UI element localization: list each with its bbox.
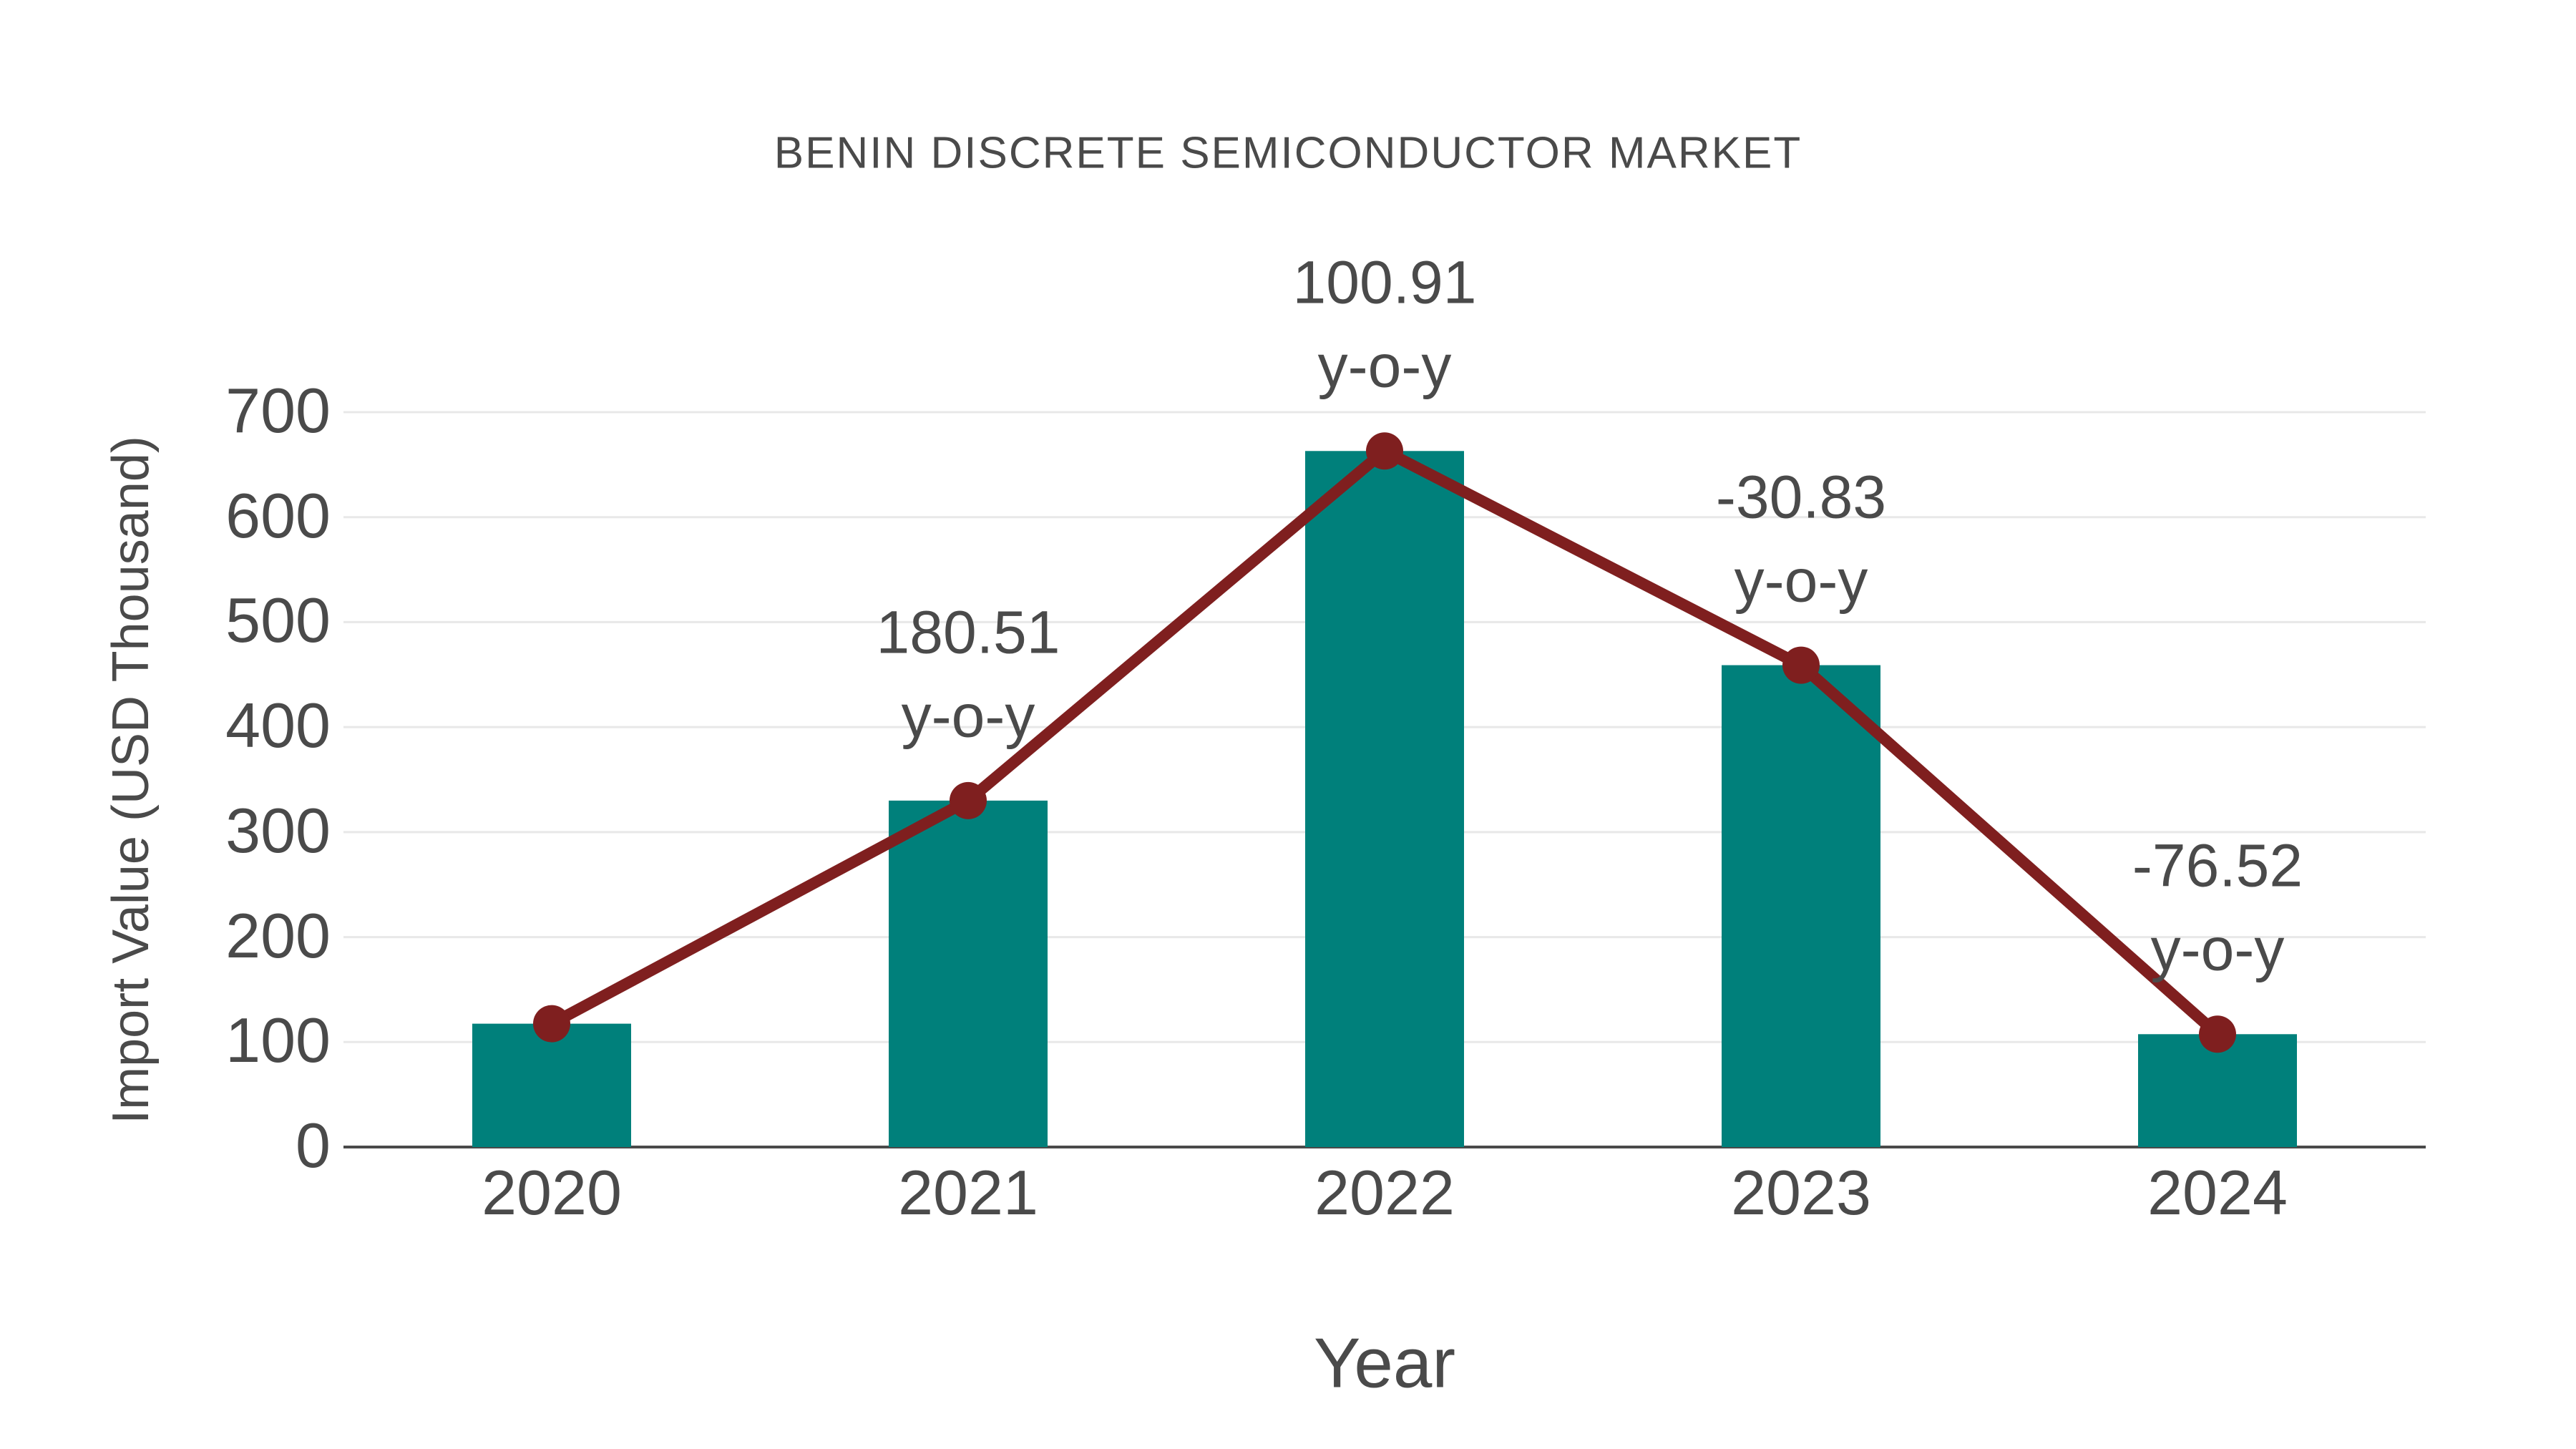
chart-title: BENIN DISCRETE SEMICONDUCTOR MARKET (774, 128, 1802, 178)
x-tick-label-2020: 2020 (482, 1157, 622, 1228)
annotation-suffix-2022: y-o-y (1317, 332, 1452, 400)
y-tick-label-300: 300 (225, 794, 331, 866)
annotation-value-2024: -76.52 (2132, 831, 2303, 899)
annotation-value-2023: -30.83 (1715, 463, 1887, 531)
data-point-marker-2024 (2199, 1015, 2236, 1053)
data-point-marker-2020 (533, 1005, 570, 1043)
annotation-suffix-2023: y-o-y (1734, 547, 1868, 615)
bar-2020 (472, 1023, 631, 1147)
bar-2022 (1305, 451, 1464, 1147)
y-tick-label-600: 600 (225, 479, 331, 551)
y-tick-label-700: 700 (225, 374, 331, 446)
annotation-value-2022: 100.91 (1292, 248, 1477, 316)
annotation-suffix-2021: y-o-y (901, 682, 1035, 750)
y-tick-label-400: 400 (225, 690, 331, 761)
annotation-value-2021: 180.51 (876, 598, 1060, 666)
x-axis-title: Year (1313, 1323, 1456, 1402)
bar-2021 (889, 800, 1048, 1147)
bar-2023 (1722, 665, 1880, 1147)
y-tick-label-100: 100 (225, 1005, 331, 1076)
data-point-marker-2021 (950, 781, 987, 819)
bar-2024 (2138, 1034, 2297, 1147)
y-tick-label-500: 500 (225, 585, 331, 656)
y-tick-label-0: 0 (296, 1109, 331, 1181)
x-tick-label-2022: 2022 (1314, 1157, 1455, 1228)
x-tick-label-2023: 2023 (1731, 1157, 1871, 1228)
data-point-marker-2023 (1782, 646, 1820, 684)
annotation-suffix-2024: y-o-y (2150, 915, 2285, 983)
x-tick-label-2021: 2021 (898, 1157, 1038, 1228)
y-tick-label-200: 200 (225, 899, 331, 971)
x-tick-label-2024: 2024 (2147, 1157, 2288, 1228)
data-point-marker-2022 (1366, 432, 1403, 470)
